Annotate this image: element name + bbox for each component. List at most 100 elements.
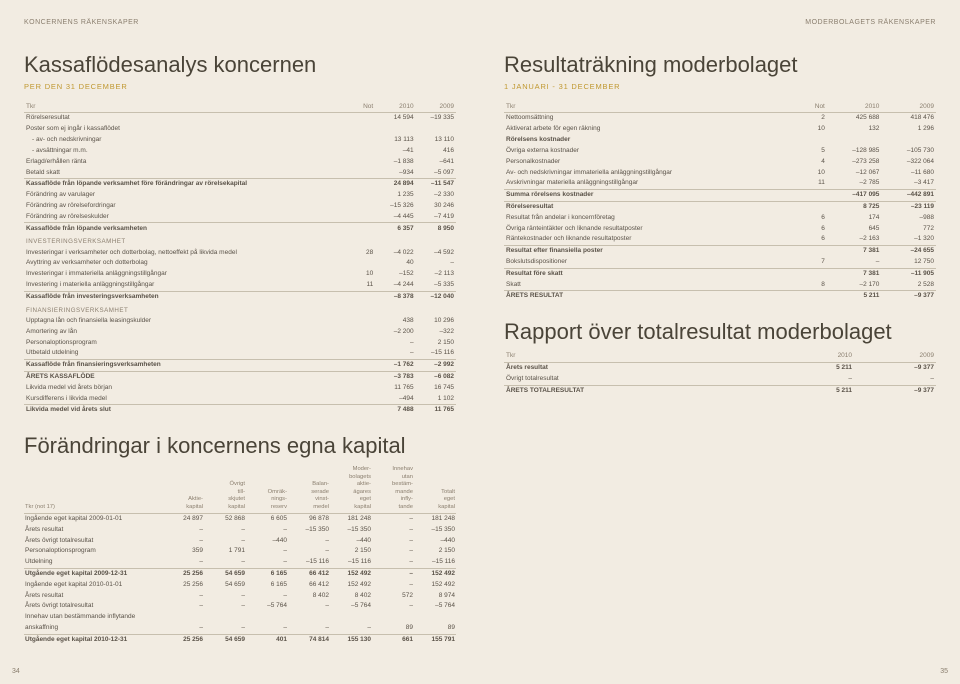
- row-label: Avskrivningar materiella anläggningstill…: [504, 178, 802, 189]
- row-not: [802, 135, 827, 146]
- table-row: Rörelsens kostnader: [504, 135, 936, 146]
- row-2010: 174: [827, 213, 882, 224]
- row-val: 155 791: [414, 634, 456, 645]
- row-2009: –5 097: [416, 167, 456, 178]
- table-row: Betald skatt–934–5 097: [24, 167, 456, 178]
- row-label: Resultat från andelar i koncernföretag: [504, 213, 802, 224]
- table-row: ÅRETS KASSAFLÖDE–3 783–6 082: [24, 371, 456, 382]
- row-val: 89: [372, 623, 414, 634]
- row-2009: –19 335: [416, 113, 456, 124]
- row-val: –15 350: [288, 525, 330, 536]
- row-2010: –2 200: [375, 327, 415, 338]
- row-label: Avyttring av verksamheter och dotterbola…: [24, 258, 354, 269]
- row-2009: –2 992: [416, 360, 456, 372]
- row-val: –: [162, 535, 204, 546]
- table-row: FINANSIERINGSVERKSAMHET: [24, 303, 456, 316]
- row-val: [414, 612, 456, 623]
- row-2009: –322 064: [881, 157, 936, 168]
- row-val: [372, 612, 414, 623]
- table-row: Resultat före skatt7 381–11 905: [504, 268, 936, 279]
- row-label: Aktiverat arbete för egen räkning: [504, 124, 802, 135]
- row-val: 74 814: [288, 634, 330, 645]
- row-2009: 11 765: [416, 405, 456, 416]
- row-label: Amortering av lån: [24, 327, 354, 338]
- row-2010: –8 378: [375, 291, 415, 302]
- row-label: ÅRETS TOTALRESULTAT: [504, 385, 786, 396]
- row-2010: –417 095: [827, 189, 882, 201]
- row-label: Övrigt totalresultat: [504, 374, 786, 385]
- row-val: –: [288, 546, 330, 557]
- row-val: 6 165: [246, 568, 288, 579]
- table-row: Utgående eget kapital 2010-12-3125 25654…: [24, 634, 456, 645]
- row-val: 54 659: [204, 634, 246, 645]
- row-not: [354, 135, 375, 146]
- row-val: –: [204, 557, 246, 568]
- equity-col: Tkr (not 17): [24, 465, 162, 513]
- row-label: Rörelseresultat: [24, 113, 354, 124]
- row-label: Kassaflöde från löpande verksamheten: [24, 223, 354, 234]
- row-label: ÅRETS KASSAFLÖDE: [24, 371, 354, 382]
- row-2010: –2 785: [827, 178, 882, 189]
- table-head-row: Tkr Not 2010 2009: [504, 101, 936, 112]
- row-2010: –15 326: [375, 201, 415, 212]
- income-title: Resultaträkning moderbolaget: [504, 51, 936, 80]
- row-label: Utdelning: [24, 557, 162, 568]
- row-2009: 2 528: [881, 279, 936, 290]
- equity-col: Övrigttill-skjutetkapital: [204, 465, 246, 513]
- table-row: Årets övrigt totalresultat–––440––440––4…: [24, 535, 456, 546]
- totalresult-title: Rapport över totalresultat moderbolaget: [504, 320, 936, 343]
- row-label: Investeringar i immateriella anläggnings…: [24, 269, 354, 280]
- row-2010: 40: [375, 258, 415, 269]
- table-head-row: Tkr 2010 2009: [504, 351, 936, 362]
- row-label: Nettoomsättning: [504, 113, 802, 124]
- row-val: 54 659: [204, 568, 246, 579]
- row-val: –: [204, 601, 246, 612]
- row-2010: 24 894: [375, 179, 415, 190]
- right-header: MODERBOLAGETS RÄKENSKAPER: [504, 18, 936, 27]
- row-val: –: [162, 601, 204, 612]
- row-2009: –442 891: [881, 189, 936, 201]
- row-2009: [416, 303, 456, 316]
- row-label: Årets resultat: [24, 590, 162, 601]
- row-label: Personaloptionsprogram: [24, 546, 162, 557]
- table-row: Utbetald utdelning––15 116: [24, 348, 456, 359]
- row-2009: –15 116: [416, 348, 456, 359]
- row-2010: –2 170: [827, 279, 882, 290]
- row-label: Förändring av rörelseskulder: [24, 212, 354, 223]
- row-label: Förändring av rörelsefordringar: [24, 201, 354, 212]
- row-label: Resultat före skatt: [504, 268, 802, 279]
- row-not: 4: [802, 157, 827, 168]
- table-row: Skatt8–2 1702 528: [504, 279, 936, 290]
- table-row: Årets resultat––––15 350–15 350––15 350: [24, 525, 456, 536]
- row-val: –440: [246, 535, 288, 546]
- row-not: 6: [802, 223, 827, 234]
- row-label: Av- och nedskrivningar immateriella anlä…: [504, 167, 802, 178]
- row-val: 152 492: [330, 580, 372, 591]
- col-label: Tkr: [504, 351, 786, 362]
- row-label: Innehav utan bestämmande inflytande: [24, 612, 162, 623]
- row-val: 572: [372, 590, 414, 601]
- row-val: 25 256: [162, 634, 204, 645]
- table-row: Övriga externa kostnader5–128 985–105 73…: [504, 146, 936, 157]
- row-val: –: [162, 557, 204, 568]
- row-2009: –988: [881, 213, 936, 224]
- row-2009: [416, 124, 456, 135]
- row-label: anskaffning: [24, 623, 162, 634]
- row-2010: –4 244: [375, 280, 415, 291]
- row-2009: –11 547: [416, 179, 456, 190]
- row-val: 6 165: [246, 580, 288, 591]
- row-not: 28: [354, 247, 375, 258]
- row-not: [354, 360, 375, 372]
- row-not: [354, 348, 375, 359]
- row-label: Kassaflöde från finansieringsverksamhete…: [24, 360, 354, 372]
- row-2010: –494: [375, 393, 415, 404]
- row-val: –15 116: [288, 557, 330, 568]
- row-2010: –12 067: [827, 167, 882, 178]
- row-2010: 645: [827, 223, 882, 234]
- row-2010: 5 211: [786, 362, 854, 373]
- table-row: Investeringar i immateriella anläggnings…: [24, 269, 456, 280]
- table-head-row: Tkr Not 2010 2009: [24, 101, 456, 112]
- row-val: [162, 612, 204, 623]
- table-row: Resultat efter finansiella poster7 381–2…: [504, 246, 936, 257]
- totalresult-table: Tkr 2010 2009 Årets resultat5 211–9 377Ö…: [504, 351, 936, 396]
